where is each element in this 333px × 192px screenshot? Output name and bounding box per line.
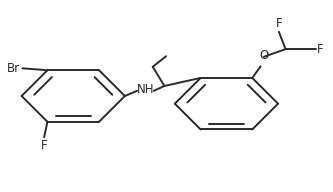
Text: Br: Br: [7, 62, 20, 75]
Text: F: F: [276, 17, 282, 30]
Text: NH: NH: [137, 83, 154, 96]
Text: F: F: [41, 139, 47, 152]
Text: F: F: [317, 43, 324, 56]
Text: O: O: [259, 49, 268, 62]
